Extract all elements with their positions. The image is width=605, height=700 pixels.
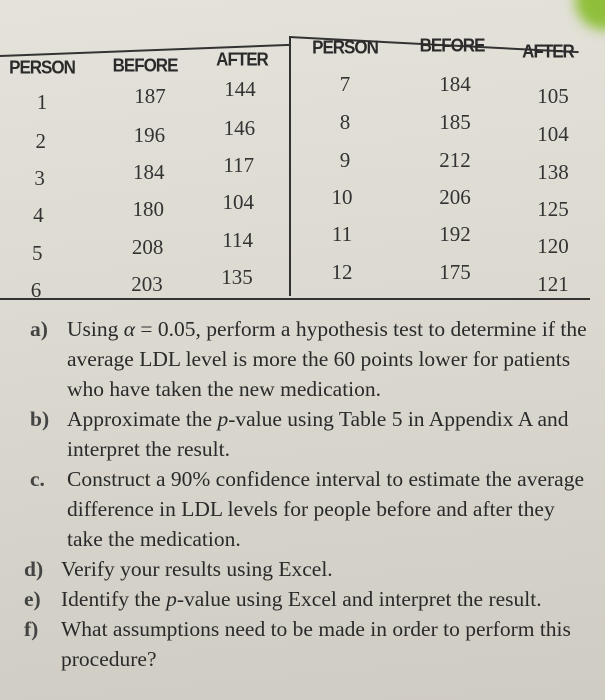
question-label: c. [30,467,45,491]
column-header: BEFORE [419,35,486,56]
table-cell-before: 203 [131,272,163,296]
table-cell-before: 175 [439,260,471,284]
table-cell-after: 104 [537,122,569,146]
question-item: f) What assumptions need to be made in or… [24,614,590,674]
question-text: Verify your results using Excel. [61,557,333,581]
table-cell-person: 5 [31,241,43,265]
table-cell-after: 104 [222,190,254,214]
question-text: Using α = 0.05, perform a hypothesis tes… [67,317,587,401]
question-item: c. Construct a 90% confidence interval to… [30,464,590,554]
question-item: e) Identify the p-value using Excel and i… [24,584,590,614]
table-cell-person: 8 [339,110,351,134]
table-cell-person: 2 [35,129,47,153]
table-cell-before: 192 [439,222,471,246]
table-cell-before: 187 [134,84,166,108]
question-item: b) Approximate the p-value using Table 5 … [30,404,590,464]
table-cell-before: 196 [133,123,166,147]
question-label: f) [24,617,39,641]
table-cell-after: 117 [223,153,255,177]
table-cell-person: 6 [30,278,42,302]
table-bottom-rule [0,298,590,300]
table-cell-before: 212 [439,148,471,172]
question-item: a) Using α = 0.05, perform a hypothesis t… [30,314,590,404]
table-cell-after: 144 [224,77,256,101]
question-text: What assumptions need to be made in orde… [61,617,571,671]
column-header: AFTER [216,49,269,70]
question-label: d) [24,557,44,581]
question-text: Identify the p-value using Excel and int… [61,587,542,611]
table-cell-before: 180 [132,197,164,221]
table-cell-person: 12 [331,260,353,284]
table-cell-person: 7 [339,72,351,96]
table-cell-after: 121 [537,272,569,296]
table-cell-after: 135 [221,265,253,289]
background-object [575,0,605,30]
table-divider [289,36,291,296]
column-header: BEFORE [112,55,179,76]
table-cell-before: 206 [439,185,471,209]
table-cell-person: 9 [339,148,351,172]
table-cell-person: 10 [331,185,353,209]
column-header: PERSON [312,37,379,58]
table-cell-after: 138 [537,160,569,184]
table-cell-person: 3 [34,166,45,190]
table-cell-after: 120 [537,234,569,258]
column-header: PERSON [9,57,76,78]
question-label: e) [24,587,41,611]
table-cell-before: 184 [439,72,471,96]
table-cell-before: 185 [439,110,471,134]
table-cell-person: 4 [33,203,44,227]
question-text: Construct a 90% confidence interval to e… [67,467,584,551]
question-list: a) Using α = 0.05, perform a hypothesis t… [24,314,590,674]
table-cell-after: 125 [537,197,569,221]
table-cell-person: 11 [331,222,353,246]
question-item: d) Verify your results using Excel. [24,554,590,584]
table-cell-after: 105 [537,84,569,108]
table-cell-after: 146 [223,116,256,140]
question-text: Approximate the p-value using Table 5 in… [67,407,569,461]
table-cell-before: 208 [131,235,164,259]
table-cell-after: 114 [222,228,253,252]
table-cell-before: 184 [133,160,165,184]
table-cell-person: 1 [36,90,48,114]
question-label: a) [30,317,48,341]
column-header: AFTER [522,41,575,62]
question-label: b) [30,407,50,431]
